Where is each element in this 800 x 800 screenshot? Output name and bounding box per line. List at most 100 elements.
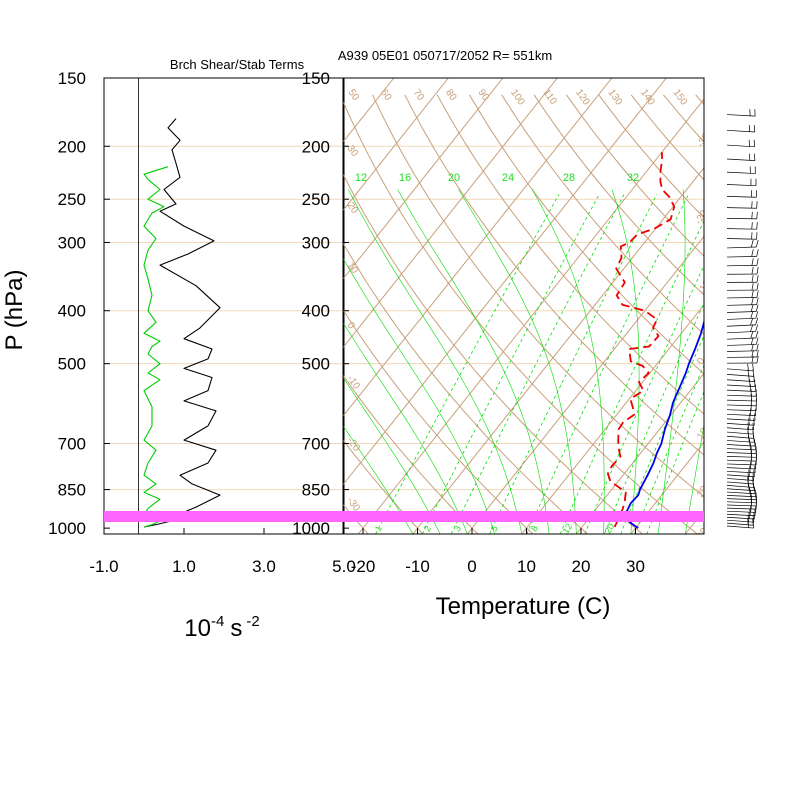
stab-ytick-label-300: 300: [58, 233, 86, 252]
isobar-lines: [343, 145, 704, 491]
wind-barb: [726, 311, 759, 320]
wind-barb: [726, 139, 755, 148]
stab-x-axis-label: 10-4 s -2: [184, 613, 259, 642]
dry-adiabat-70: [436, 94, 704, 415]
wind-barb: [726, 211, 758, 220]
wind-barb: [726, 317, 759, 327]
skewt-x-axis-label: Temperature (C): [436, 593, 611, 620]
skewt-ytick-label-850: 850: [302, 481, 330, 500]
dry-adiabat-130: [630, 94, 704, 181]
skewt-ytick-label-150: 150: [302, 69, 330, 88]
moist-adiabat-25: [531, 189, 605, 534]
dry-adiabat-0: [343, 374, 479, 534]
surface-layer-highlight: [104, 511, 704, 522]
wind-barb: [726, 282, 759, 291]
wind-barb: [726, 275, 759, 283]
wind-barb: [726, 249, 759, 258]
stab-panel-frame: [103, 77, 345, 535]
skewt-xtick-label-4: 20: [572, 557, 591, 576]
wind-barb: [726, 266, 759, 275]
stab-xtick-label-0: -1.0: [89, 557, 118, 576]
skewt-xtick-label-1: -10: [405, 557, 430, 576]
wind-barb: [726, 297, 759, 306]
wind-barb: [726, 515, 755, 523]
wind-barb: [726, 469, 755, 478]
skewt-ytick-label-700: 700: [302, 435, 330, 454]
theta-label-left-3: 0: [345, 320, 357, 331]
skewt-ytick-label-1000: 1000: [292, 519, 330, 538]
theta-label-top-2: 70: [411, 87, 427, 103]
dry-adiabat-50: [372, 94, 704, 498]
theta-label-top-8: 130: [606, 87, 625, 107]
mixing-ratio-1: [375, 194, 560, 534]
wind-barb: [726, 418, 755, 426]
theta-label-top-1: 60: [378, 87, 394, 103]
mixing-ratio-label-bottom-4: 8: [529, 524, 540, 533]
stab-xtick-label-2: 3.0: [252, 557, 276, 576]
dry-adiabat-lines: [343, 94, 704, 534]
dry-adiabat-80: [468, 94, 704, 375]
isotherm-lines: [343, 78, 704, 534]
wind-barb: [726, 178, 757, 187]
dry-adiabat-40: [343, 100, 698, 534]
isotherm-0: [466, 235, 704, 534]
stab-xtick-label-1: 1.0: [172, 557, 196, 576]
mixing-ratio-label-top-5: 32: [627, 172, 639, 184]
theta-label-top-7: 120: [573, 87, 592, 107]
skewt-series-temperature: [624, 319, 704, 529]
wind-barb: [726, 458, 757, 466]
wind-barb: [726, 363, 754, 372]
skewt-panel-title: A939 05E01 050717/2052 R= 551km: [338, 48, 552, 63]
skewt-y-axis: 150 200 250 300 400 500 700 850 1000: [292, 69, 349, 538]
isotherm-label-0: -30: [695, 131, 712, 149]
isotherm--40: [343, 78, 613, 417]
mixing-ratio-label-top-3: 24: [502, 172, 514, 184]
wind-barb: [726, 337, 759, 346]
wind-barb: [726, 222, 758, 230]
mixing-ratio-label-bottom-5: 12: [561, 522, 575, 536]
skewt-ytick-label-250: 250: [302, 190, 330, 209]
wind-barb: [726, 476, 754, 485]
theta-label-top-6: 110: [541, 87, 559, 107]
theta-label-left-4: -10: [345, 373, 363, 392]
wind-barb: [726, 343, 759, 352]
moist-adiabat-35: [657, 189, 686, 534]
dry-adiabat--20: [343, 503, 369, 534]
wind-barb: [726, 166, 756, 174]
mixing-ratio-20: [603, 302, 704, 534]
wind-barb: [726, 355, 759, 364]
wind-barb: [726, 465, 756, 474]
moist-adiabat-lines: [343, 189, 704, 534]
wind-barb: [726, 473, 755, 481]
stab-ytick-label-700: 700: [58, 435, 86, 454]
mixing-ratio-28: [634, 364, 704, 534]
isotherm--60: [343, 78, 504, 280]
wind-barb: [726, 349, 759, 358]
mixing-ratio-2: [421, 194, 600, 534]
mixing-ratio-label-top-2: 20: [448, 172, 460, 184]
stab-ytick-label-500: 500: [58, 355, 86, 374]
stab-series-shear: [143, 166, 169, 528]
skewt-x-axis: -20 -10 0 10 20 30: [351, 528, 645, 576]
skewt-xtick-label-3: 10: [517, 557, 536, 576]
wind-barb: [726, 330, 759, 340]
stab-y-axis: 150 200 250 300 400 500 700 850 1000: [48, 69, 110, 538]
isotherm-label-2: -10: [696, 278, 713, 296]
moist-adiabat-0: [343, 321, 468, 534]
moist-adiabat--10: [343, 425, 414, 534]
moist-adiabat-15: [397, 189, 550, 534]
stab-ytick-label-850: 850: [58, 481, 86, 500]
mixing-ratio-8: [526, 194, 689, 534]
wind-barb: [726, 521, 754, 529]
wind-barb: [726, 413, 756, 421]
wind-barb: [726, 324, 759, 334]
wind-barb: [726, 201, 758, 209]
isotherm--70: [343, 78, 449, 212]
moist-adiabat-20: [458, 189, 577, 534]
mixing-ratio-label-bottom-2: 3: [452, 524, 463, 533]
stab-series-stability: [143, 118, 221, 528]
skewt-ytick-label-500: 500: [302, 355, 330, 374]
dry-adiabat-30: [343, 172, 643, 534]
skewt-ytick-label-200: 200: [302, 137, 330, 156]
